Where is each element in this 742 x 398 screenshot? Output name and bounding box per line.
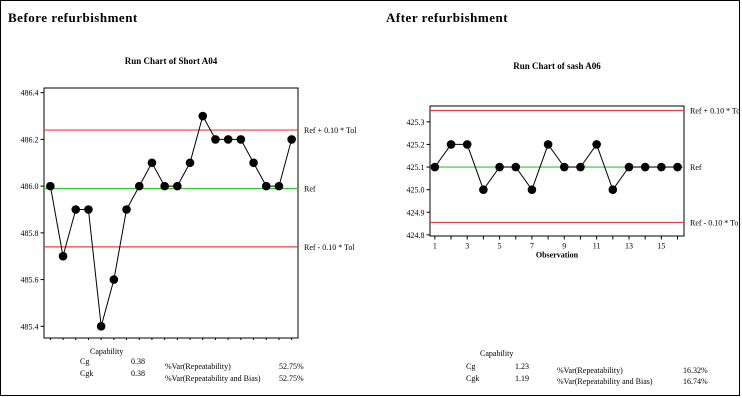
reference-label: Ref bbox=[304, 184, 316, 193]
capability-value: 0.38 bbox=[131, 369, 145, 378]
reference-label: Ref + 0.10 * Tol bbox=[304, 126, 357, 135]
y-tick-label: 486.0 bbox=[21, 182, 39, 191]
capability-metric: %Var(Repeatability and Bias) bbox=[165, 374, 261, 383]
chart-title: Run Chart of sash A06 bbox=[513, 61, 601, 71]
reference-label: Ref + 0.10 * Tol bbox=[690, 107, 740, 116]
x-tick-label: 15 bbox=[657, 242, 665, 251]
before-heading: Before refurbishment bbox=[8, 10, 138, 25]
capability-heading: Capability bbox=[480, 349, 514, 358]
capability-percent: 52.75% bbox=[279, 374, 304, 383]
data-point bbox=[211, 135, 220, 144]
series-line bbox=[434, 143, 678, 191]
data-point bbox=[640, 162, 650, 172]
series-line bbox=[49, 114, 293, 327]
data-point bbox=[462, 140, 472, 149]
x-axis-label: Observation bbox=[536, 251, 579, 260]
y-tick-label: 486.2 bbox=[21, 135, 39, 144]
data-point bbox=[673, 162, 682, 172]
data-point bbox=[223, 135, 233, 144]
capability-percent: 52.75% bbox=[279, 362, 304, 371]
capability-heading: Capability bbox=[90, 347, 124, 356]
data-point bbox=[185, 158, 195, 168]
capability-name: Cg bbox=[80, 357, 90, 366]
reference-label: Ref bbox=[690, 163, 702, 172]
y-tick-label: 485.4 bbox=[21, 322, 39, 331]
reference-label: Ref - 0.10 * Tol bbox=[304, 243, 355, 252]
data-point bbox=[446, 140, 456, 149]
capability-metric: %Var(Repeatability) bbox=[165, 362, 231, 371]
y-tick-label: 485.6 bbox=[21, 276, 39, 285]
capability-value: 1.19 bbox=[515, 374, 529, 383]
plot-area bbox=[43, 87, 299, 339]
capability-metric: %Var(Repeatability) bbox=[557, 366, 623, 375]
data-point bbox=[608, 185, 618, 194]
capability-value: 1.23 bbox=[515, 362, 529, 371]
data-point bbox=[160, 181, 169, 191]
capability-percent: 16.32% bbox=[683, 366, 708, 375]
data-point bbox=[198, 111, 208, 121]
x-tick-label: 9 bbox=[562, 242, 566, 251]
data-point bbox=[249, 158, 258, 168]
x-tick-label: 13 bbox=[625, 242, 633, 251]
data-point bbox=[479, 185, 488, 194]
capability-metric: %Var(Repeatability and Bias) bbox=[557, 377, 653, 386]
y-tick-label: 425.0 bbox=[407, 186, 425, 195]
data-point bbox=[109, 275, 119, 284]
capability-name: Cg bbox=[466, 362, 476, 371]
y-tick-label: 485.8 bbox=[21, 229, 39, 238]
y-tick-label: 424.8 bbox=[407, 231, 425, 240]
data-point bbox=[71, 205, 81, 214]
data-point bbox=[287, 135, 296, 144]
data-point bbox=[543, 140, 553, 149]
data-point bbox=[511, 162, 521, 172]
data-point bbox=[430, 162, 440, 172]
data-point bbox=[134, 181, 144, 191]
y-tick-label: 425.2 bbox=[407, 140, 425, 149]
capability-value: 0.38 bbox=[131, 357, 145, 366]
after-heading: After refurbishment bbox=[386, 10, 509, 25]
data-point bbox=[96, 322, 106, 331]
plot-area bbox=[429, 105, 685, 237]
y-tick-label: 425.3 bbox=[407, 118, 425, 127]
data-point bbox=[274, 181, 284, 191]
data-point bbox=[576, 162, 585, 172]
reference-label: Ref - 0.10 * Tol bbox=[690, 218, 740, 227]
y-tick-label: 486.4 bbox=[21, 89, 39, 98]
before-run-chart: Run Chart of Short A04 Ref + 0.10 * Tol Re… bbox=[21, 56, 357, 340]
data-point bbox=[657, 162, 666, 172]
x-tick-label: 1 bbox=[433, 242, 437, 251]
data-point bbox=[46, 181, 55, 191]
data-point bbox=[559, 162, 569, 172]
data-point bbox=[84, 205, 93, 214]
x-tick-label: 7 bbox=[530, 242, 534, 251]
capability-percent: 16.74% bbox=[683, 377, 708, 386]
y-tick-label: 424.9 bbox=[407, 208, 425, 217]
data-point bbox=[527, 185, 537, 194]
data-point bbox=[236, 135, 246, 144]
data-point bbox=[147, 158, 157, 168]
after-run-chart: Run Chart of sash A06 Ref + 0.10 * Tol Ref… bbox=[407, 61, 741, 260]
capability-name: Cgk bbox=[80, 369, 94, 378]
x-tick-label: 11 bbox=[593, 242, 601, 251]
chart-title: Run Chart of Short A04 bbox=[125, 56, 218, 66]
data-point bbox=[122, 205, 131, 214]
data-point bbox=[495, 162, 504, 172]
data-point bbox=[624, 162, 634, 172]
data-point bbox=[58, 251, 68, 261]
data-point bbox=[592, 140, 601, 149]
x-tick-label: 3 bbox=[465, 242, 469, 251]
capability-name: Cgk bbox=[466, 374, 480, 383]
y-tick-label: 425.1 bbox=[407, 163, 425, 172]
data-point bbox=[173, 181, 182, 191]
x-tick-label: 5 bbox=[498, 242, 502, 251]
data-point bbox=[261, 181, 271, 191]
